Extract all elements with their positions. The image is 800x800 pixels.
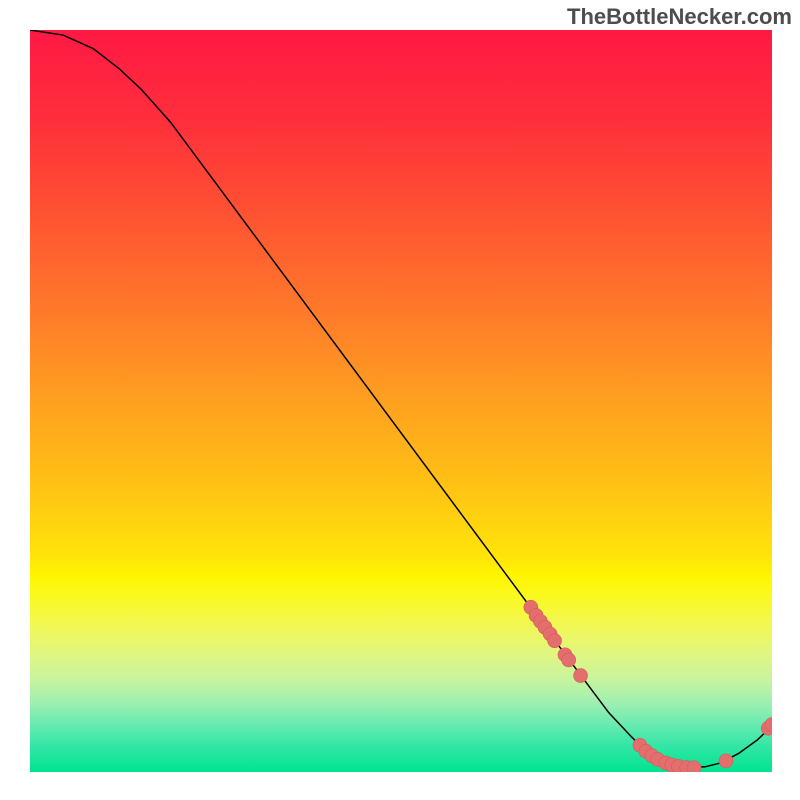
data-marker [687,761,701,772]
data-marker [562,653,576,667]
data-marker [719,754,733,768]
plot-svg [30,30,772,772]
watermark-text: TheBottleNecker.com [567,4,792,30]
data-marker [548,634,562,648]
chart-container: TheBottleNecker.com [0,0,800,800]
plot-area [30,30,772,772]
plot-background [30,30,772,772]
data-marker [574,669,588,683]
